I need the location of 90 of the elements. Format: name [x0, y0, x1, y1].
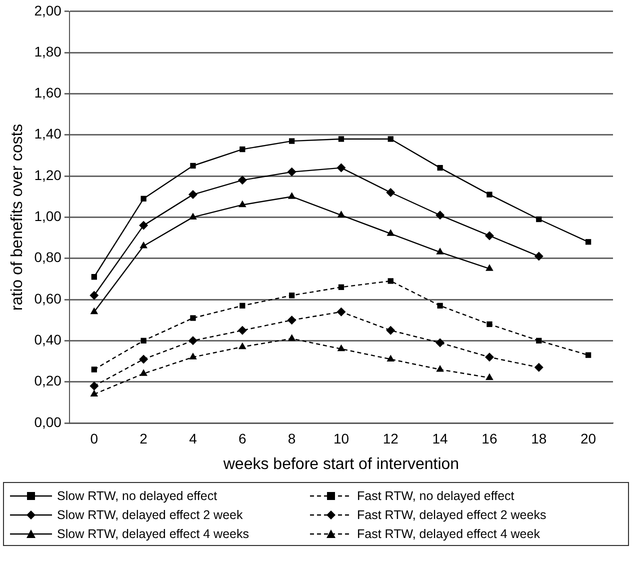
x-tick-label: 8 [288, 430, 296, 446]
point [338, 136, 344, 142]
point [436, 210, 445, 220]
x-tick-label: 2 [140, 430, 148, 446]
point [386, 229, 395, 236]
point [189, 352, 197, 360]
point [486, 192, 492, 198]
point [585, 239, 592, 245]
x-tick-label: 18 [531, 430, 547, 446]
point [139, 354, 148, 364]
point [190, 162, 196, 169]
point [437, 302, 443, 309]
point [436, 364, 444, 372]
point [287, 316, 296, 325]
point [90, 290, 99, 300]
x-tick-label: 0 [90, 430, 98, 446]
point [436, 338, 445, 348]
y-tick-label: 1,40 [34, 126, 62, 142]
legend-label: Fast RTW, no delayed effect [357, 488, 514, 502]
point [534, 252, 544, 261]
point [287, 167, 296, 176]
point [337, 344, 346, 352]
y-tick-label: 1,00 [34, 208, 62, 224]
point [386, 354, 395, 362]
x-tick-label: 10 [333, 430, 350, 446]
point [238, 342, 246, 350]
point [140, 242, 148, 248]
point [534, 362, 544, 372]
y-axis-title: ratio of benefits over costs [9, 124, 26, 311]
point [90, 390, 98, 396]
point [238, 200, 246, 208]
point [238, 326, 247, 335]
point [486, 321, 492, 328]
y-tick-label: 0,00 [34, 414, 62, 430]
x-tick-label: 12 [382, 430, 399, 446]
point [288, 138, 295, 144]
point [337, 210, 346, 218]
point [90, 307, 98, 314]
point [288, 192, 296, 199]
x-tick-label: 16 [482, 430, 498, 446]
point [90, 381, 99, 390]
x-axis-title: weeks before start of intervention [222, 456, 460, 473]
point [188, 336, 198, 346]
legend-label: Slow RTW, no delayed effect [57, 488, 218, 502]
point [486, 373, 494, 380]
y-tick-label: 0,60 [34, 290, 62, 306]
point [437, 164, 443, 171]
point [336, 163, 346, 172]
point [140, 338, 146, 344]
point [338, 284, 344, 290]
y-tick-label: 1,20 [34, 166, 62, 183]
point [91, 366, 97, 372]
y-tick-label: 0,40 [34, 332, 62, 348]
point [140, 196, 146, 202]
point [436, 248, 444, 254]
point [188, 190, 198, 200]
point [536, 338, 542, 344]
point [190, 315, 196, 321]
point [386, 326, 396, 335]
point [240, 146, 246, 152]
point [91, 274, 97, 280]
legend-label: Fast RTW, delayed effect 2 weeks [357, 508, 546, 522]
point [140, 369, 148, 376]
x-tick-label: 4 [189, 430, 198, 446]
x-tick-label: 6 [238, 430, 246, 446]
point [336, 307, 346, 316]
legend-label: Slow RTW, delayed effect 4 weeks [57, 526, 249, 540]
legend-label: Fast RTW, delayed effect 4 week [357, 526, 540, 540]
point [486, 264, 494, 271]
point [238, 176, 247, 185]
point [386, 188, 396, 198]
point [189, 212, 197, 220]
y-tick-label: 0,80 [34, 249, 62, 266]
x-tick-label: 14 [432, 430, 448, 446]
point [288, 334, 296, 341]
point [484, 352, 494, 362]
y-tick-label: 2,00 [34, 2, 62, 18]
point [585, 352, 592, 358]
point [240, 302, 246, 309]
y-tick-label: 0,20 [34, 372, 62, 389]
legend-label: Slow RTW, delayed effect 2 week [57, 508, 243, 522]
y-tick-label: 1,80 [34, 43, 62, 60]
x-tick-label: 20 [580, 430, 596, 446]
point [388, 278, 394, 284]
point [388, 136, 394, 142]
point [288, 292, 295, 298]
y-tick-label: 1,60 [34, 84, 62, 101]
point [484, 231, 494, 240]
point [139, 220, 148, 230]
point [536, 216, 542, 222]
